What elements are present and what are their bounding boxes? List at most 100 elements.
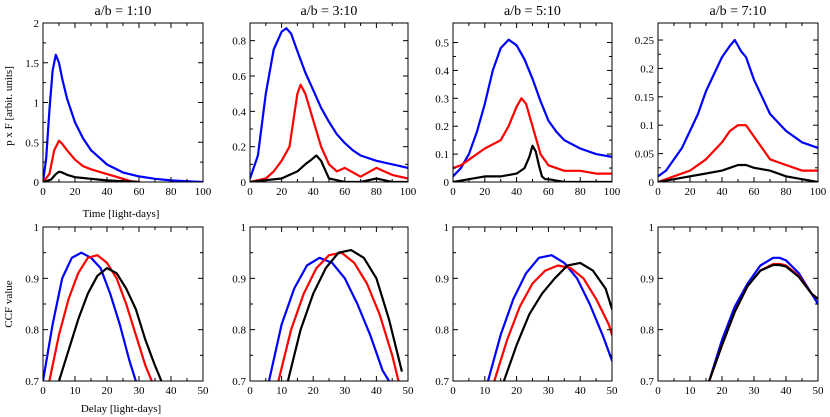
- series-line-black: [57, 267, 163, 381]
- x-tick-label: 60: [134, 186, 146, 198]
- y-tick-label: 0.2: [232, 142, 246, 154]
- y-tick-label: 0.8: [435, 325, 449, 337]
- x-tick-label: 30: [134, 385, 146, 397]
- x-tick-label: 0: [450, 186, 456, 198]
- x-tick-label: 30: [543, 385, 555, 397]
- x-tick-label: 50: [198, 385, 210, 397]
- y-tick-label: 0.4: [435, 65, 449, 77]
- x-tick-label: 60: [339, 186, 351, 198]
- y-tick-label: 0.5: [435, 38, 449, 50]
- x-tick-label: 20: [717, 385, 729, 397]
- x-tick-label: 100: [604, 186, 621, 198]
- x-tick-label: 20: [511, 385, 523, 397]
- plot-area: [250, 27, 408, 182]
- series-line-red: [658, 124, 818, 182]
- y-tick-label: 0: [241, 177, 247, 189]
- series-line-black: [453, 144, 612, 182]
- y-tick-label: 0.2: [640, 63, 654, 75]
- y-tick-label: 0.7: [435, 376, 449, 388]
- y-tick-label: 0.1: [640, 120, 654, 132]
- y-tick-label: 0.4: [232, 106, 246, 118]
- y-tick-label: 0.7: [25, 376, 39, 388]
- x-tick-label: 80: [371, 186, 383, 198]
- plot-area: [267, 249, 403, 381]
- y-tick-label: 0.7: [640, 376, 654, 388]
- x-tick-label: 0: [40, 186, 46, 198]
- chart-title: a/b = 7:10: [710, 4, 767, 19]
- top-row-xlabel: Time [light-days]: [83, 208, 160, 220]
- x-tick-label: 0: [247, 186, 253, 198]
- x-tick-label: 10: [276, 385, 288, 397]
- y-tick-label: 0.25: [635, 35, 655, 47]
- y-tick-label: 1: [34, 222, 40, 234]
- y-tick-label: 1: [241, 222, 247, 234]
- plot-area: [453, 38, 612, 182]
- x-tick-label: 20: [70, 186, 82, 198]
- chart-title: a/b = 3:10: [301, 4, 358, 19]
- x-tick-label: 40: [102, 186, 114, 198]
- x-tick-label: 10: [70, 385, 82, 397]
- chart-title: a/b = 5:10: [504, 4, 561, 19]
- x-tick-label: 60: [543, 186, 555, 198]
- x-tick-label: 40: [371, 385, 383, 397]
- plot-area: [708, 256, 818, 381]
- x-tick-label: 10: [479, 385, 491, 397]
- bottom-row-ylabel: CCF value: [3, 280, 15, 327]
- chart-panel-bottom-2: 0 10 20 30 40 50 0.7 0.8 0.9 1: [232, 222, 414, 397]
- chart-title: a/b = 1:10: [95, 4, 152, 19]
- x-tick-label: 50: [607, 385, 619, 397]
- x-tick-label: 0: [450, 385, 456, 397]
- y-tick-label: 0.8: [232, 325, 246, 337]
- series-line-blue: [267, 256, 391, 381]
- chart-panel-top-2: a/b = 3:10 0 20 40 60 80 100 0 0.2 0.4 0.6 0.8: [232, 4, 417, 198]
- plot-area: [486, 254, 612, 381]
- x-tick-label: 80: [166, 186, 178, 198]
- series-line-black: [502, 261, 612, 381]
- y-tick-label: 0.6: [232, 71, 246, 83]
- y-tick-label: 1.5: [25, 58, 39, 70]
- y-tick-label: 0.9: [25, 273, 39, 285]
- y-tick-label: 0.1: [435, 149, 449, 161]
- y-tick-label: 0.5: [25, 137, 39, 149]
- x-tick-label: 80: [575, 186, 587, 198]
- x-tick-label: 30: [749, 385, 761, 397]
- y-tick-label: 0: [444, 177, 450, 189]
- x-tick-label: 0: [655, 385, 661, 397]
- x-tick-label: 50: [403, 385, 415, 397]
- plot-area: [43, 53, 203, 182]
- plot-area: [43, 251, 163, 381]
- series-line-blue: [43, 53, 203, 182]
- x-tick-label: 10: [685, 385, 697, 397]
- y-tick-label: 0: [34, 177, 40, 189]
- series-line-black: [286, 249, 403, 381]
- y-tick-label: 0.2: [435, 121, 449, 133]
- x-tick-label: 100: [810, 186, 827, 198]
- y-tick-label: 0.9: [435, 273, 449, 285]
- x-tick-label: 100: [195, 186, 212, 198]
- x-tick-label: 80: [781, 186, 793, 198]
- plot-frame: [452, 226, 613, 382]
- chart-panel-bottom-1: 0 10 20 30 40 50 0.7 0.8 0.9 1: [25, 222, 209, 397]
- y-tick-label: 0.7: [232, 376, 246, 388]
- x-tick-label: 60: [749, 186, 761, 198]
- y-tick-label: 0.3: [435, 93, 449, 105]
- chart-panel-top-1: a/b = 1:10 0 20 40 60 80 100 0 0.5 1 1.5 2: [25, 4, 212, 198]
- x-tick-label: 50: [813, 385, 825, 397]
- series-line-black: [658, 163, 818, 182]
- series-line-blue: [43, 251, 137, 381]
- chart-panel-bottom-3: 0 10 20 30 40 50 0.7 0.8 0.9 1: [435, 222, 618, 397]
- x-tick-label: 20: [479, 186, 491, 198]
- y-tick-label: 0.8: [25, 325, 39, 337]
- series-line-red: [43, 139, 141, 182]
- y-tick-label: 0: [649, 177, 655, 189]
- y-tick-label: 0.9: [232, 273, 246, 285]
- x-tick-label: 100: [400, 186, 417, 198]
- plot-frame: [42, 22, 204, 183]
- x-tick-label: 0: [247, 385, 253, 397]
- x-tick-label: 40: [575, 385, 587, 397]
- x-tick-label: 0: [655, 186, 661, 198]
- series-line-blue: [658, 38, 818, 178]
- x-tick-label: 40: [781, 385, 793, 397]
- x-tick-label: 40: [308, 186, 320, 198]
